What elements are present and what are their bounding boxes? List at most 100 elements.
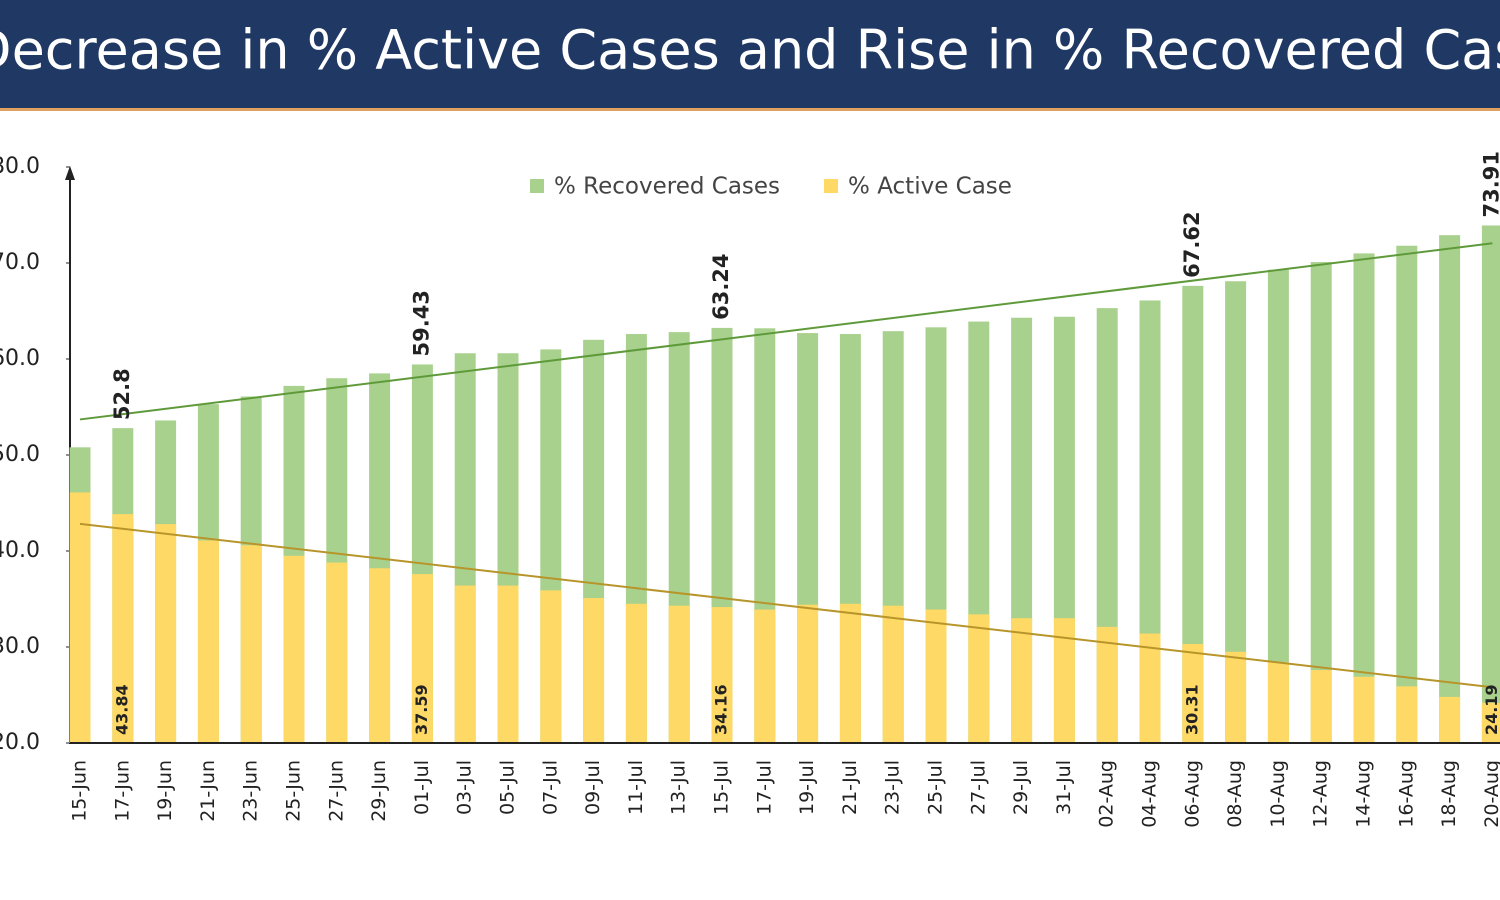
bar bbox=[1439, 235, 1461, 743]
x-tick-label: 03-Jul bbox=[454, 760, 476, 815]
bar bbox=[797, 604, 819, 743]
y-tick-label: 20.0 bbox=[0, 730, 40, 755]
x-tick-label: 27-Jul bbox=[967, 760, 989, 815]
x-tick-label: 10-Aug bbox=[1267, 760, 1289, 828]
value-label: 30.31 bbox=[1182, 684, 1201, 735]
bar bbox=[1310, 262, 1332, 743]
bar bbox=[1182, 285, 1204, 743]
bar bbox=[411, 574, 433, 743]
x-tick-label: 31-Jul bbox=[1053, 760, 1075, 815]
bar bbox=[326, 562, 348, 743]
bar bbox=[497, 585, 519, 743]
value-label: 59.43 bbox=[409, 290, 433, 356]
header-rule bbox=[0, 108, 1500, 111]
x-tick-label: 17-Jun bbox=[111, 760, 133, 822]
bar bbox=[1396, 245, 1418, 743]
x-tick-label: 11-Jul bbox=[625, 760, 647, 815]
x-tick-label: 04-Aug bbox=[1139, 760, 1161, 828]
x-tick-label: 14-Aug bbox=[1353, 760, 1375, 828]
value-label: 67.62 bbox=[1180, 211, 1204, 277]
legend-label: % Recovered Cases bbox=[554, 174, 780, 200]
bar bbox=[240, 545, 262, 743]
y-tick-label: 80.0 bbox=[0, 154, 40, 179]
bar bbox=[968, 614, 990, 743]
value-label: 43.84 bbox=[112, 684, 131, 735]
header-band bbox=[0, 0, 1500, 108]
y-axis-arrow bbox=[65, 166, 75, 180]
bar bbox=[1225, 281, 1247, 743]
bar bbox=[1139, 633, 1161, 743]
bar bbox=[1225, 651, 1247, 743]
x-tick-label: 09-Jul bbox=[582, 760, 604, 815]
x-tick-label: 21-Jul bbox=[839, 760, 861, 815]
x-tick-label: 13-Jul bbox=[668, 760, 690, 815]
bar bbox=[1182, 644, 1204, 743]
x-tick-label: 01-Jul bbox=[411, 760, 433, 815]
bar bbox=[1439, 696, 1461, 743]
bar bbox=[1481, 702, 1500, 743]
bar bbox=[112, 514, 134, 743]
legend-swatch bbox=[824, 179, 839, 193]
bar bbox=[1396, 686, 1418, 743]
bar bbox=[369, 568, 391, 743]
x-tick-label: 29-Jul bbox=[1010, 760, 1032, 815]
x-tick-label: 16-Aug bbox=[1395, 760, 1417, 828]
y-tick-label: 30.0 bbox=[0, 634, 40, 659]
x-tick-label: 21-Jun bbox=[197, 760, 219, 822]
trend-line bbox=[79, 522, 1493, 689]
x-tick-label: 12-Aug bbox=[1310, 760, 1332, 828]
value-label: 37.59 bbox=[412, 684, 431, 735]
bar bbox=[1353, 676, 1375, 743]
value-label: 63.24 bbox=[709, 253, 733, 319]
bar bbox=[754, 609, 776, 743]
bar bbox=[1139, 300, 1161, 743]
legend-swatch bbox=[530, 179, 544, 193]
x-tick-label: 17-Jul bbox=[753, 760, 775, 815]
bar bbox=[583, 598, 605, 743]
bar bbox=[197, 540, 219, 743]
bar bbox=[625, 603, 647, 743]
y-tick-label: 50.0 bbox=[0, 442, 40, 467]
x-tick-label: 29-Jun bbox=[368, 760, 390, 822]
bar bbox=[1267, 269, 1289, 743]
x-tick-label: 18-Aug bbox=[1438, 760, 1460, 828]
x-tick-label: 27-Jun bbox=[325, 760, 347, 822]
bar bbox=[839, 603, 861, 743]
x-tick-label: 08-Aug bbox=[1224, 760, 1246, 828]
bar bbox=[69, 492, 91, 743]
bar bbox=[283, 555, 305, 743]
y-tick-label: 70.0 bbox=[0, 250, 40, 275]
x-tick-label: 19-Jun bbox=[154, 760, 176, 822]
x-tick-label: 25-Jun bbox=[283, 760, 305, 822]
bar bbox=[1353, 253, 1375, 743]
bar bbox=[454, 585, 476, 743]
chart-title: Decrease in % Active Cases and Rise in %… bbox=[0, 19, 1500, 82]
x-tick-label: 23-Jul bbox=[882, 760, 904, 815]
bar bbox=[711, 607, 733, 743]
bar bbox=[1310, 670, 1332, 743]
bar bbox=[1481, 225, 1500, 744]
x-tick-label: 19-Jul bbox=[796, 760, 818, 815]
value-label: 52.8 bbox=[110, 368, 134, 420]
x-tick-label: 23-Jun bbox=[240, 760, 262, 822]
y-tick-label: 60.0 bbox=[0, 346, 40, 371]
bar bbox=[1267, 662, 1289, 743]
x-tick-label: 06-Aug bbox=[1181, 760, 1203, 828]
x-tick-label: 02-Aug bbox=[1096, 760, 1118, 828]
bar bbox=[1011, 618, 1033, 743]
bar bbox=[1053, 618, 1075, 743]
trend-line bbox=[79, 242, 1493, 421]
x-tick-label: 25-Jul bbox=[925, 760, 947, 815]
value-label: 24.19 bbox=[1482, 684, 1500, 735]
x-tick-label: 20-Aug bbox=[1481, 760, 1500, 828]
bar bbox=[155, 524, 177, 743]
x-tick-label: 15-Jun bbox=[69, 760, 91, 822]
bar bbox=[540, 590, 562, 743]
legend-label: % Active Case bbox=[848, 174, 1012, 200]
bar bbox=[1096, 626, 1118, 743]
x-tick-label: 05-Jul bbox=[497, 760, 519, 815]
x-tick-label: 15-Jul bbox=[711, 760, 733, 815]
bar bbox=[668, 605, 690, 743]
bar bbox=[882, 605, 904, 743]
